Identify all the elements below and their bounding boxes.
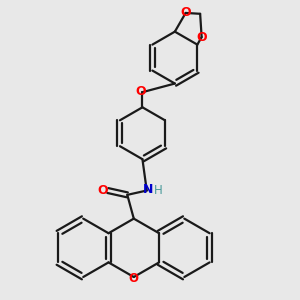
- Text: O: O: [129, 272, 139, 285]
- Text: O: O: [135, 85, 146, 98]
- Text: O: O: [97, 184, 108, 197]
- Text: O: O: [196, 31, 207, 44]
- Text: H: H: [154, 184, 163, 197]
- Text: N: N: [143, 183, 153, 196]
- Text: O: O: [180, 6, 191, 20]
